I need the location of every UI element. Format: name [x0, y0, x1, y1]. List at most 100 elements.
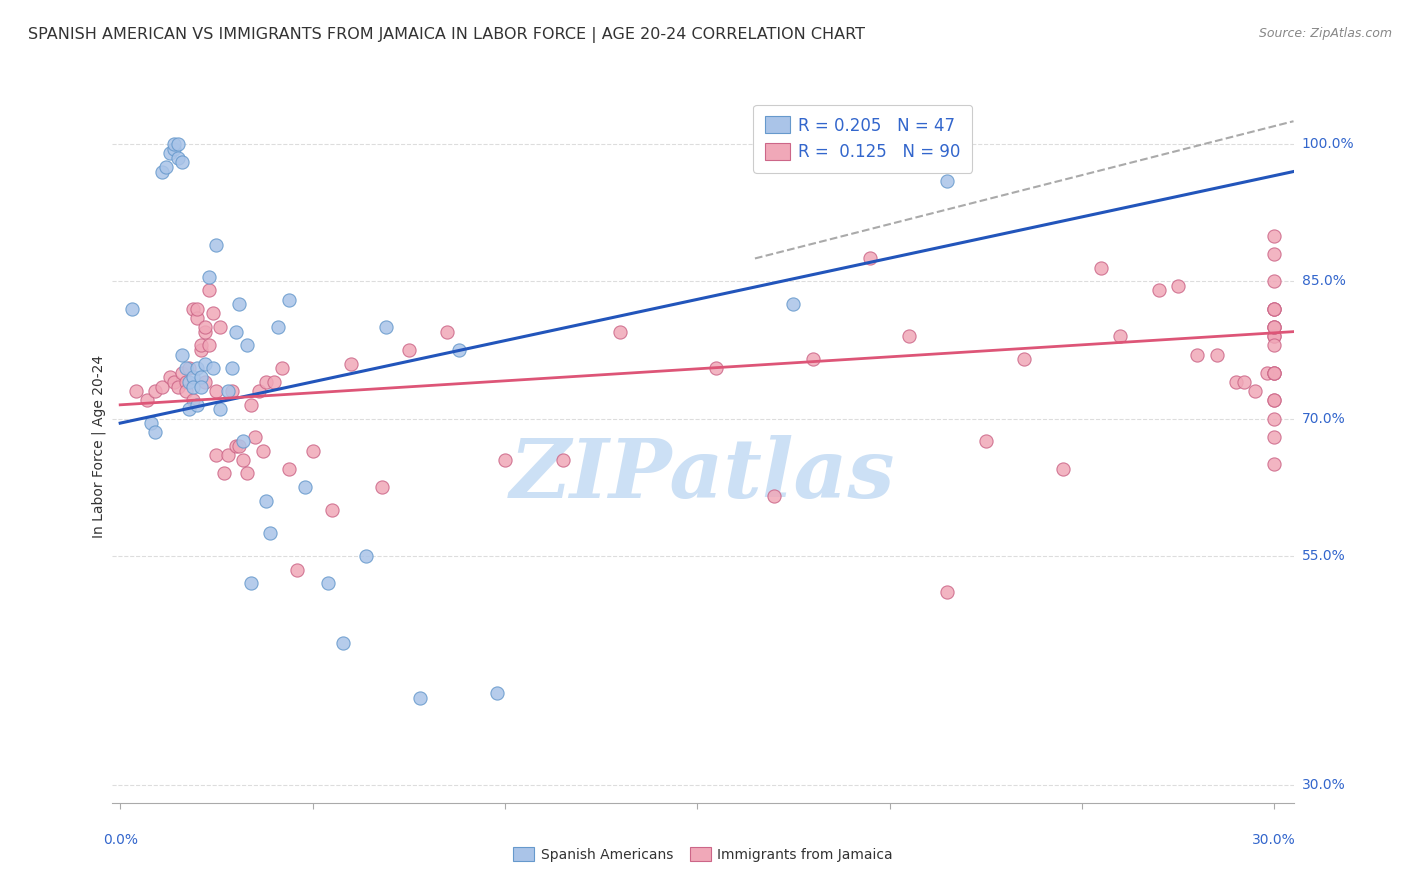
Point: [278, 462, 301, 476]
Point: [209, 320, 232, 334]
Point: [551, 452, 574, 467]
Point: [1109, 329, 1132, 343]
Point: [190, 379, 212, 393]
Point: [181, 301, 204, 316]
Point: [205, 384, 228, 398]
Point: [1225, 375, 1247, 389]
Point: [294, 480, 316, 494]
Point: [217, 448, 239, 462]
Point: [1263, 274, 1285, 288]
Point: [301, 443, 323, 458]
Point: [1263, 338, 1285, 352]
Point: [194, 320, 217, 334]
Point: [174, 375, 197, 389]
Point: [212, 467, 235, 481]
Point: [1167, 279, 1189, 293]
Point: [163, 137, 186, 152]
Point: [205, 448, 228, 462]
Point: [240, 398, 263, 412]
Point: [1244, 384, 1267, 398]
Point: [486, 686, 509, 700]
Point: [225, 325, 247, 339]
Point: [139, 416, 162, 430]
Point: [143, 384, 166, 398]
Point: [167, 137, 190, 152]
Point: [356, 549, 378, 563]
Point: [181, 393, 204, 408]
Point: [494, 452, 516, 467]
Point: [1187, 347, 1209, 361]
Point: [398, 343, 420, 357]
Point: [167, 379, 190, 393]
Point: [217, 384, 239, 398]
Point: [181, 379, 204, 393]
Point: [181, 370, 204, 384]
Point: [1263, 366, 1285, 380]
Point: [259, 525, 281, 540]
Point: [221, 361, 243, 376]
Point: [225, 439, 247, 453]
Point: [1263, 320, 1285, 334]
Point: [1263, 301, 1285, 316]
Point: [221, 384, 243, 398]
Point: [170, 347, 193, 361]
Text: 30.0%: 30.0%: [1253, 833, 1296, 847]
Point: [143, 425, 166, 440]
Point: [763, 489, 786, 503]
Point: [163, 142, 186, 156]
Point: [186, 310, 208, 325]
Point: [1263, 320, 1285, 334]
Point: [205, 237, 228, 252]
Point: [136, 393, 159, 408]
Point: [201, 306, 224, 320]
Point: [194, 325, 217, 339]
Point: [190, 338, 212, 352]
Point: [974, 434, 997, 449]
Point: [609, 325, 631, 339]
Point: [1263, 329, 1285, 343]
Point: [936, 585, 959, 599]
Y-axis label: In Labor Force | Age 20-24: In Labor Force | Age 20-24: [91, 354, 105, 538]
Point: [254, 375, 277, 389]
Point: [1090, 260, 1112, 275]
Point: [236, 467, 259, 481]
Point: [179, 375, 201, 389]
Point: [247, 384, 270, 398]
Point: [197, 284, 219, 298]
Text: 85.0%: 85.0%: [1302, 275, 1346, 288]
Point: [190, 343, 212, 357]
Point: [236, 338, 259, 352]
Point: [1263, 329, 1285, 343]
Point: [170, 366, 193, 380]
Point: [254, 494, 277, 508]
Text: SPANISH AMERICAN VS IMMIGRANTS FROM JAMAICA IN LABOR FORCE | AGE 20-24 CORRELATI: SPANISH AMERICAN VS IMMIGRANTS FROM JAMA…: [28, 27, 865, 43]
Point: [194, 375, 217, 389]
Point: [1256, 366, 1278, 380]
Point: [267, 320, 290, 334]
Point: [801, 352, 824, 367]
Text: 0.0%: 0.0%: [103, 833, 138, 847]
Point: [270, 361, 292, 376]
Point: [167, 151, 190, 165]
Point: [1263, 247, 1285, 261]
Point: [1052, 462, 1074, 476]
Point: [1263, 411, 1285, 425]
Point: [186, 301, 208, 316]
Point: [1263, 458, 1285, 472]
Point: [321, 503, 343, 517]
Point: [332, 636, 354, 650]
Point: [897, 329, 920, 343]
Point: [243, 430, 266, 444]
Point: [201, 361, 224, 376]
Point: [190, 370, 212, 384]
Point: [285, 562, 308, 576]
Text: ZIPatlas: ZIPatlas: [510, 434, 896, 515]
Point: [197, 338, 219, 352]
Point: [186, 398, 208, 412]
Point: [179, 402, 201, 417]
Point: [152, 164, 174, 178]
Point: [1263, 366, 1285, 380]
Point: [152, 379, 174, 393]
Point: [278, 293, 301, 307]
Point: [174, 361, 197, 376]
